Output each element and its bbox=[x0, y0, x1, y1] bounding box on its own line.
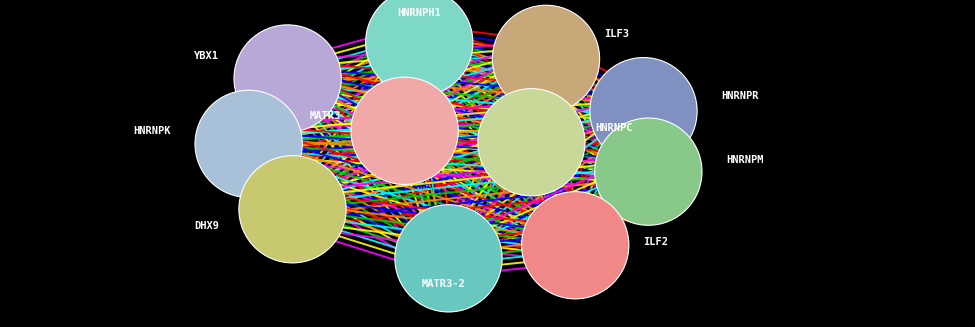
Ellipse shape bbox=[239, 156, 346, 263]
Ellipse shape bbox=[366, 0, 473, 96]
Text: HNRNPC: HNRNPC bbox=[595, 123, 632, 132]
Text: HNRNPH1: HNRNPH1 bbox=[398, 8, 441, 18]
Ellipse shape bbox=[590, 58, 697, 165]
Text: HNRNPR: HNRNPR bbox=[722, 92, 759, 101]
Ellipse shape bbox=[478, 89, 585, 196]
Text: HNRNPM: HNRNPM bbox=[726, 155, 763, 165]
Ellipse shape bbox=[595, 118, 702, 225]
Text: MATR3-2: MATR3-2 bbox=[422, 280, 465, 289]
Ellipse shape bbox=[234, 25, 341, 132]
Ellipse shape bbox=[195, 90, 302, 198]
Ellipse shape bbox=[522, 192, 629, 299]
Text: MATR3: MATR3 bbox=[310, 111, 341, 121]
Text: ILF2: ILF2 bbox=[644, 237, 669, 247]
Ellipse shape bbox=[351, 77, 458, 184]
Text: YBX1: YBX1 bbox=[194, 51, 219, 60]
Text: ILF3: ILF3 bbox=[604, 29, 630, 39]
Text: HNRNPK: HNRNPK bbox=[134, 126, 171, 136]
Ellipse shape bbox=[492, 5, 600, 112]
Ellipse shape bbox=[395, 205, 502, 312]
Text: DHX9: DHX9 bbox=[194, 221, 219, 231]
